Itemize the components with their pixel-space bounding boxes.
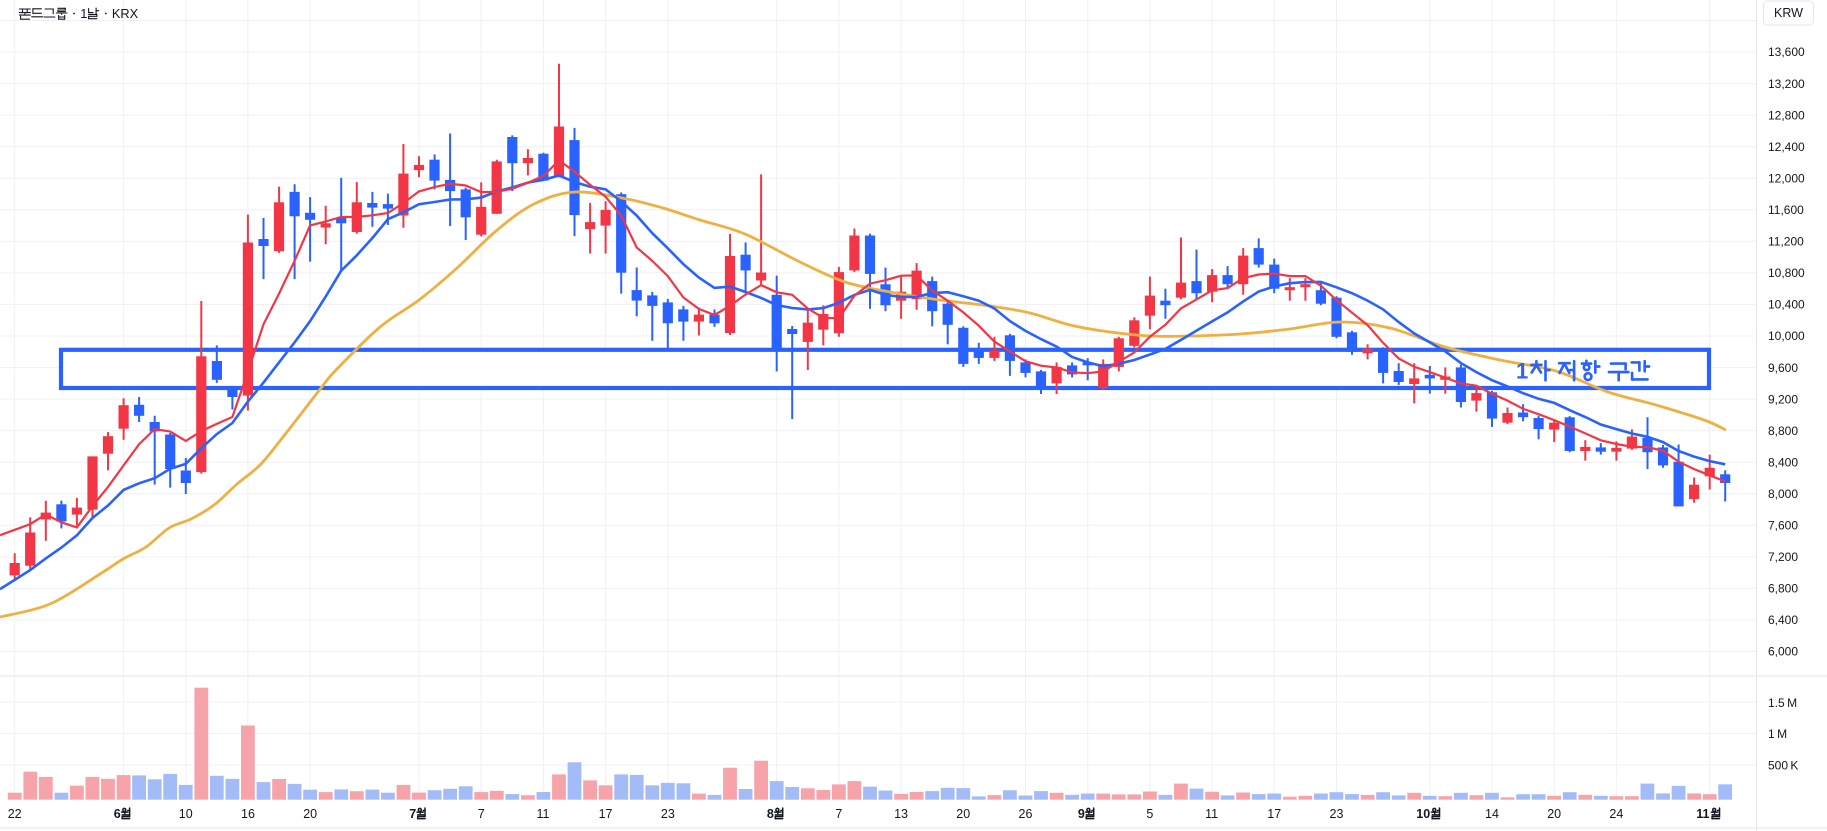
svg-text:23: 23: [661, 807, 675, 821]
svg-text:7: 7: [835, 807, 842, 821]
svg-text:1: 1: [1516, 358, 1529, 383]
svg-text:11: 11: [1696, 807, 1709, 821]
svg-text:6,000: 6,000: [1768, 645, 1798, 659]
svg-text:20: 20: [956, 807, 970, 821]
svg-text:1.5 M: 1.5 M: [1768, 696, 1797, 710]
svg-text:13,200: 13,200: [1768, 77, 1805, 91]
svg-text:20: 20: [1547, 807, 1561, 821]
svg-text:6,400: 6,400: [1768, 613, 1798, 627]
svg-text:10,800: 10,800: [1768, 266, 1805, 280]
svg-text:26: 26: [1019, 807, 1033, 821]
svg-text:10: 10: [1416, 807, 1430, 821]
svg-text:24: 24: [1609, 807, 1623, 821]
svg-text:12,000: 12,000: [1768, 171, 1805, 185]
svg-text:6: 6: [114, 807, 121, 821]
svg-text:13,600: 13,600: [1768, 45, 1805, 59]
svg-text:16: 16: [241, 807, 255, 821]
svg-text:8,800: 8,800: [1768, 424, 1798, 438]
svg-text:20: 20: [303, 807, 317, 821]
svg-text:5: 5: [1146, 807, 1153, 821]
svg-text:12,800: 12,800: [1768, 108, 1805, 122]
svg-text:8,400: 8,400: [1768, 455, 1798, 469]
svg-text:1 M: 1 M: [1768, 727, 1787, 741]
svg-text:11: 11: [1205, 807, 1218, 821]
svg-text:14: 14: [1485, 807, 1499, 821]
svg-text:10,000: 10,000: [1768, 329, 1805, 343]
svg-text:KRX: KRX: [112, 6, 139, 21]
svg-text:9,200: 9,200: [1768, 392, 1798, 406]
svg-text:17: 17: [599, 807, 613, 821]
svg-text:9: 9: [1078, 807, 1085, 821]
svg-text:11,200: 11,200: [1768, 235, 1804, 249]
svg-text:23: 23: [1330, 807, 1344, 821]
svg-text:11,600: 11,600: [1768, 203, 1804, 217]
svg-text:22: 22: [8, 807, 22, 821]
svg-text:500 K: 500 K: [1768, 759, 1798, 773]
svg-text:7: 7: [478, 807, 485, 821]
svg-text:7: 7: [409, 807, 416, 821]
svg-text:7,200: 7,200: [1768, 550, 1798, 564]
svg-text:8: 8: [767, 807, 774, 821]
svg-text:KRW: KRW: [1774, 6, 1803, 20]
svg-text:6,800: 6,800: [1768, 582, 1798, 596]
svg-text:10: 10: [179, 807, 193, 821]
svg-text:13: 13: [894, 807, 908, 821]
svg-text:17: 17: [1267, 807, 1281, 821]
svg-text:9,600: 9,600: [1768, 361, 1798, 375]
svg-text:8,000: 8,000: [1768, 487, 1798, 501]
svg-text:10,400: 10,400: [1768, 298, 1805, 312]
svg-text:11: 11: [537, 807, 550, 821]
svg-text:12,400: 12,400: [1768, 140, 1805, 154]
svg-text:7,600: 7,600: [1768, 519, 1798, 533]
svg-text:1: 1: [80, 6, 87, 21]
